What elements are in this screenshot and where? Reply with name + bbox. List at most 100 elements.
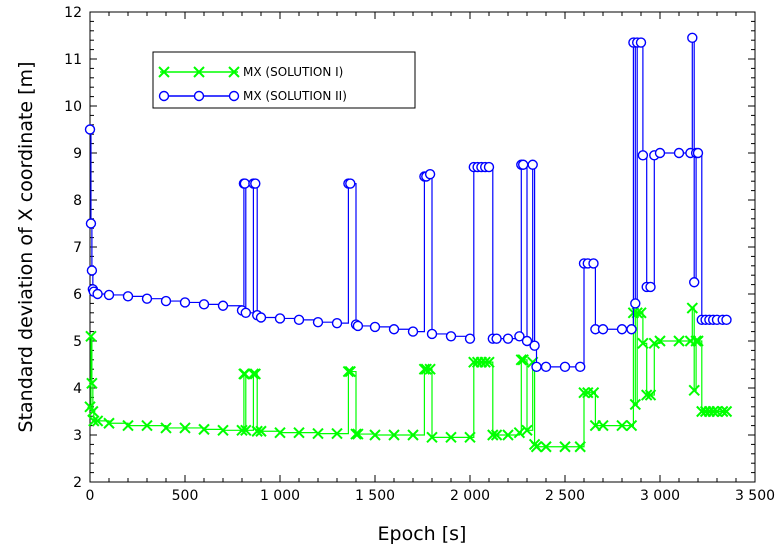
y-axis-title: Standard deviation of X coordinate [m] (15, 62, 37, 433)
data-point (692, 147, 704, 159)
data-point (575, 361, 586, 373)
data-point (274, 426, 286, 439)
data-point (92, 288, 103, 300)
data-point (654, 335, 666, 347)
data-point (515, 354, 528, 366)
series-layer (84, 32, 733, 453)
data-point (312, 317, 324, 328)
data-point (236, 424, 248, 437)
x-tick-label: 1 000 (260, 488, 300, 504)
data-point (345, 178, 356, 189)
legend-label: MX (SOLUTION I) (243, 65, 343, 79)
data-point (640, 389, 653, 401)
data-point (625, 419, 638, 432)
data-point (630, 298, 641, 309)
data-point (160, 422, 172, 434)
data-point (716, 405, 729, 418)
data-point (247, 368, 260, 380)
legend: MX (SOLUTION I) MX (SOLUTION II) (152, 51, 416, 109)
data-point (141, 419, 153, 432)
data-point (426, 328, 438, 340)
data-point (637, 337, 649, 350)
y-tick-label: 2 (73, 475, 82, 491)
x-tick-label: 3 000 (640, 488, 680, 504)
data-point (690, 335, 702, 347)
data-point (464, 431, 476, 444)
data-point (673, 335, 685, 347)
legend-entry: MX (SOLUTION II) (158, 89, 347, 103)
data-point (559, 441, 571, 453)
data-point (502, 429, 514, 441)
data-point (635, 307, 647, 319)
data-point (517, 354, 529, 366)
y-tick-label: 6 (73, 287, 82, 303)
y-tick-label: 9 (73, 146, 82, 162)
y-tick-label: 3 (73, 428, 82, 444)
data-point (616, 419, 628, 432)
data-point (616, 324, 628, 335)
legend-marker (158, 66, 170, 78)
data-point (87, 405, 99, 418)
data-point (491, 333, 502, 344)
y-tick-label: 11 (64, 52, 82, 68)
data-point (487, 429, 499, 441)
data-point (445, 431, 457, 444)
data-point (513, 426, 526, 439)
data-point (88, 415, 100, 427)
x-tick-label: 2 500 (545, 488, 585, 504)
data-point (331, 427, 343, 440)
data-point (518, 159, 529, 170)
data-point (239, 368, 251, 380)
data-point (293, 426, 305, 439)
data-point (179, 422, 191, 434)
data-point (597, 324, 609, 335)
data-point (85, 218, 97, 229)
data-point (420, 363, 433, 375)
data-point (369, 321, 381, 333)
data-point (86, 265, 98, 276)
legend-marker (228, 90, 240, 102)
y-tick-label: 8 (73, 193, 82, 209)
data-point (84, 124, 96, 135)
y-tick-label: 12 (64, 5, 82, 21)
legend-entry: MX (SOLUTION I) (158, 65, 343, 79)
data-point (707, 405, 719, 418)
data-point (490, 429, 503, 441)
data-point (629, 398, 642, 411)
x-tick-label: 500 (172, 488, 199, 504)
data-point (645, 281, 656, 293)
x-tick-labels: 0 500 1 000 1 500 2 000 2 500 3 000 3 500 (86, 488, 776, 504)
data-point (692, 335, 704, 347)
data-point (521, 424, 533, 437)
data-point (483, 356, 495, 368)
data-point (559, 361, 571, 373)
data-point (91, 415, 104, 427)
data-point (251, 425, 263, 437)
data-point (85, 330, 97, 343)
data-point (103, 417, 115, 429)
x-tick-label: 2 000 (450, 488, 490, 504)
data-point (578, 386, 590, 399)
data-point (540, 361, 552, 373)
data-point (721, 314, 732, 326)
data-point (352, 428, 364, 440)
data-point (312, 427, 324, 440)
data-point (103, 289, 115, 301)
legend-marker (193, 66, 205, 78)
data-point (342, 365, 355, 378)
data-point (198, 299, 210, 310)
data-point (240, 307, 252, 318)
data-point (388, 324, 400, 335)
data-point (249, 368, 262, 380)
data-point (407, 429, 419, 441)
data-point (344, 365, 357, 378)
legend-marker (158, 90, 170, 102)
data-point (426, 431, 438, 444)
data-point (514, 331, 525, 342)
data-point (521, 335, 533, 347)
data-point (122, 291, 134, 302)
data-point (198, 423, 210, 436)
y-tick-labels: 2 3 4 5 6 7 8 9 10 11 12 (64, 5, 82, 491)
data-point (673, 147, 685, 159)
